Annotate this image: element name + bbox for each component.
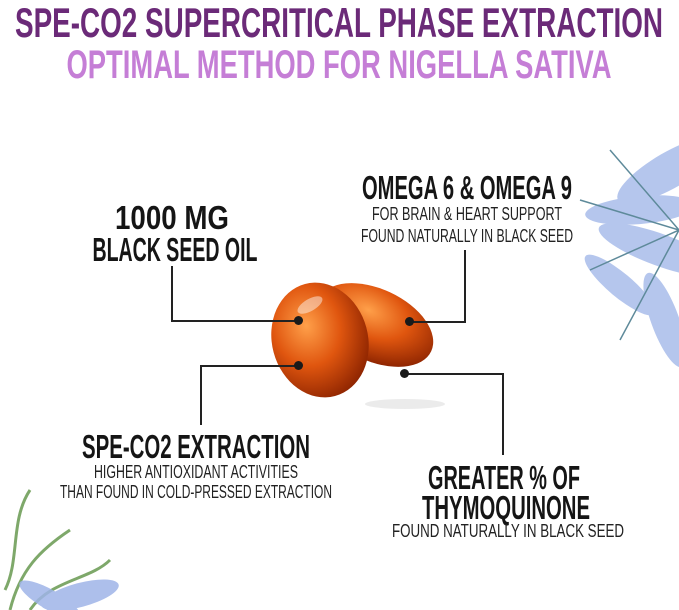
connector-dot (400, 369, 409, 378)
page-subtitle: OPTIMAL METHOD FOR NIGELLA SATIVA (67, 43, 612, 87)
connector-line (200, 365, 298, 367)
extraction-line-1: HIGHER ANTIOXIDANT ACTIVITIES (94, 462, 298, 482)
omega-title: OMEGA 6 & OMEGA 9 (362, 169, 572, 206)
extraction-title: SPE-CO2 EXTRACTION (82, 428, 310, 465)
omega-line-1: FOR BRAIN & HEART SUPPORT (372, 204, 562, 224)
connector-line (464, 250, 466, 323)
page-title: SPE-CO2 SUPERCRITICAL PHASE EXTRACTION (15, 0, 663, 46)
connector-dot (294, 316, 303, 325)
dose-title: 1000 MG (115, 199, 229, 236)
connector-line (408, 373, 504, 375)
connector-line (171, 320, 299, 322)
dose-subtitle: BLACK SEED OIL (93, 231, 258, 268)
thymo-title-1: GREATER % OF (428, 459, 580, 496)
extraction-line-2: THAN FOUND IN COLD-PRESSED EXTRACTION (60, 482, 332, 502)
omega-line-2: FOUND NATURALLY IN BLACK SEED (361, 226, 573, 246)
connector-line (410, 321, 466, 323)
thymo-title-2: THYMOQUINONE (422, 489, 590, 526)
nigella-flower-image (579, 136, 679, 368)
connector-line (502, 373, 504, 455)
connector-dot (405, 317, 414, 326)
thymo-line-3: FOUND NATURALLY IN BLACK SEED (392, 521, 624, 541)
connector-line (200, 365, 202, 425)
connector-line (171, 266, 173, 321)
connector-dot (294, 361, 303, 370)
